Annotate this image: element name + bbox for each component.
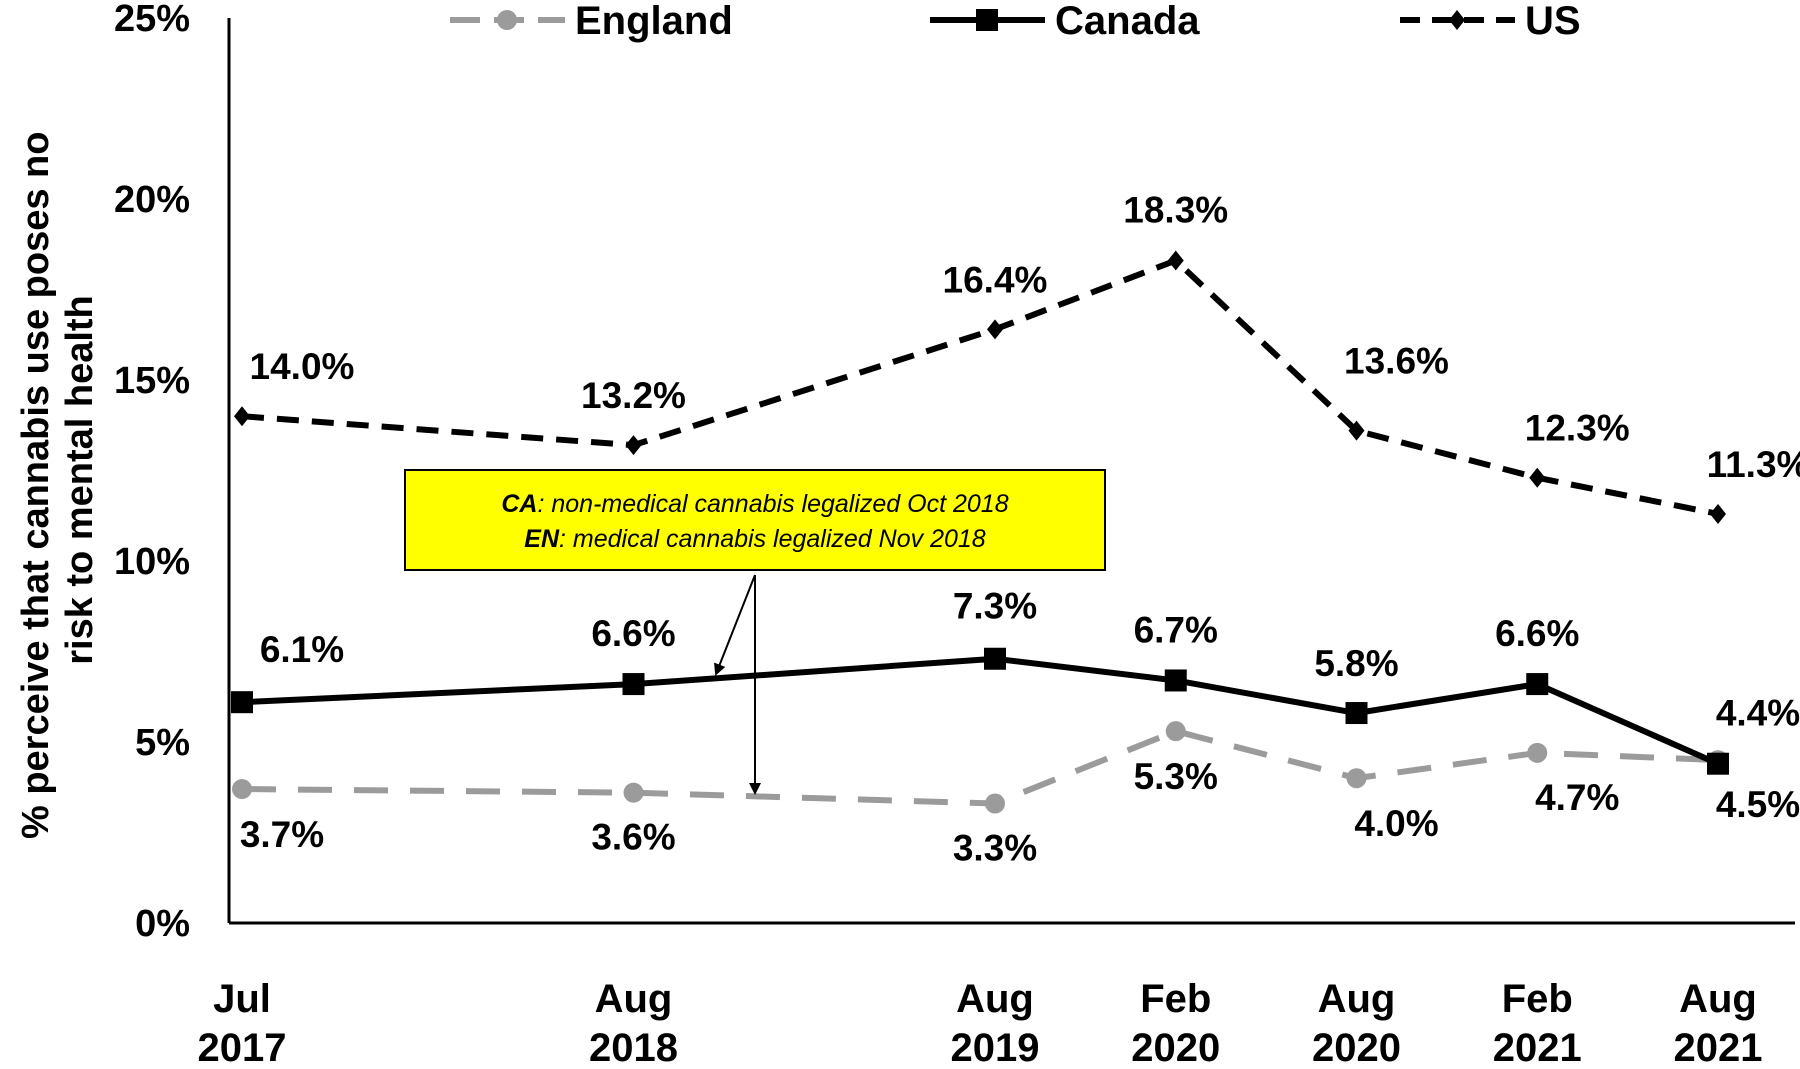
x-tick-month: Aug: [595, 977, 673, 1021]
canada-data-label: 6.6%: [1495, 613, 1579, 654]
y-axis-label-line-2: risk to mental health: [59, 295, 101, 665]
us-data-label: 16.4%: [943, 259, 1048, 300]
england-data-label: 4.0%: [1354, 803, 1438, 844]
england-point: [1346, 768, 1367, 789]
canada-point: [1345, 702, 1368, 725]
annotation-box: [404, 469, 1106, 571]
england-series-line: [241, 727, 1719, 807]
canada-data-label: 5.8%: [1314, 643, 1398, 684]
x-tick-year: 2021: [1674, 1026, 1763, 1069]
canada-data-label: 7.3%: [953, 586, 1037, 627]
legend-label: US: [1525, 0, 1581, 43]
x-tick-month: Jul: [213, 977, 271, 1021]
y-tick-label: 20%: [114, 179, 190, 221]
x-tick-label: Feb 2020: [1131, 977, 1220, 1069]
us-point: [234, 406, 250, 427]
annotation-line-1: CA: non-medical cannabis legalized Oct 2…: [501, 490, 1008, 518]
england-data-label: 3.6%: [591, 817, 675, 858]
canada-data-label: 6.7%: [1134, 609, 1218, 650]
us-point: [987, 319, 1004, 340]
y-axis-label: % perceive that cannabis use poses no ri…: [15, 121, 101, 839]
us-data-label: 18.3%: [1123, 190, 1228, 231]
y-tick-label: 5%: [135, 722, 190, 764]
axes: [227, 18, 1795, 925]
legend-label: Canada: [1055, 0, 1200, 43]
england-data-label: 3.3%: [953, 828, 1037, 869]
us-point: [625, 435, 642, 456]
annotation-line-2-bold: EN: [524, 525, 560, 553]
canada-data-label: 4.4%: [1716, 693, 1800, 734]
x-tick-label: Aug 2019: [951, 977, 1040, 1069]
x-tick-labels: Jul 2017 Aug 2018 Aug 2019 Feb 2020 Aug 2020 Feb 20…: [198, 977, 1763, 1069]
us-data-label: 12.3%: [1525, 408, 1630, 449]
canada-point: [1164, 669, 1187, 692]
england-data-label: 4.7%: [1535, 777, 1619, 818]
us-data-label: 13.6%: [1344, 341, 1449, 382]
legend-swatch-marker: [976, 9, 998, 31]
x-tick-year: 2020: [1312, 1026, 1401, 1069]
x-tick-month: Feb: [1502, 977, 1573, 1021]
y-axis-label-line-1: % perceive that cannabis use poses no: [15, 132, 57, 839]
legend-item-us: US: [1400, 0, 1581, 43]
annotation-callout: CA: non-medical cannabis legalized Oct 2…: [404, 469, 1106, 795]
us-point: [1529, 467, 1546, 488]
x-tick-month: Aug: [1318, 977, 1396, 1021]
x-tick-month: Feb: [1140, 977, 1211, 1021]
annotation-line-1-bold: CA: [501, 490, 537, 518]
england-point: [1527, 742, 1548, 763]
us-point: [1167, 250, 1184, 271]
x-tick-year: 2018: [589, 1026, 678, 1069]
x-tick-label: Aug 2018: [589, 977, 678, 1069]
england-data-label: 5.3%: [1134, 756, 1218, 797]
annotation-line-2-text: : medical cannabis legalized Nov 2018: [559, 525, 986, 553]
us-data-label: 13.2%: [581, 375, 686, 416]
x-tick-year: 2021: [1493, 1026, 1582, 1069]
x-tick-year: 2019: [951, 1026, 1040, 1069]
canada-point: [1526, 673, 1549, 696]
legend-swatch-marker: [1449, 10, 1465, 30]
canada-point: [1707, 752, 1729, 775]
x-tick-month: Aug: [1679, 977, 1757, 1021]
canada-series-line: [241, 655, 1720, 767]
england-data-label: 3.7%: [240, 814, 324, 855]
legend-item-canada: Canada: [930, 0, 1200, 43]
legend-swatch-marker: [497, 10, 517, 30]
annotation-line-2: EN: medical cannabis legalized Nov 2018: [524, 525, 985, 553]
x-tick-year: 2017: [198, 1026, 287, 1069]
us-data-label: 11.3%: [1707, 444, 1800, 485]
x-tick-label: Jul 2017: [198, 977, 287, 1069]
y-tick-labels: 0% 5% 10% 15% 20% 25%: [114, 0, 190, 945]
canada-point: [622, 673, 645, 696]
data-labels: 3.7% 3.6% 3.3% 5.3% 4.0% 4.7% 4.5% 6.1% 6.6% 7.3%…: [240, 190, 1800, 869]
y-tick-label: 10%: [114, 541, 190, 583]
x-tick-month: Aug: [956, 977, 1034, 1021]
legend-label: England: [575, 0, 733, 43]
canada-data-label: 6.6%: [591, 613, 675, 654]
y-tick-label: 25%: [114, 0, 190, 40]
canada-data-label: 6.1%: [260, 629, 344, 670]
england-point: [985, 793, 1006, 814]
legend: England Canada US: [450, 0, 1581, 43]
x-tick-label: Aug 2021: [1674, 977, 1763, 1069]
england-point: [1165, 721, 1186, 742]
legend-item-england: England: [450, 0, 733, 43]
england-point: [623, 782, 644, 803]
canada-point: [231, 691, 253, 714]
us-point: [1710, 503, 1726, 524]
x-tick-label: Aug 2020: [1312, 977, 1401, 1069]
us-data-label: 14.0%: [250, 346, 355, 387]
canada-point: [984, 647, 1007, 670]
x-tick-label: Feb 2021: [1493, 977, 1582, 1069]
england-point: [232, 779, 252, 800]
x-tick-year: 2020: [1131, 1026, 1220, 1069]
england-data-label: 4.5%: [1716, 784, 1800, 825]
annotation-line-1-text: : non-medical cannabis legalized Oct 201…: [537, 490, 1008, 518]
us-point: [1348, 420, 1365, 441]
y-tick-label: 0%: [135, 903, 190, 945]
series-markers: [231, 250, 1729, 814]
annotation-arrow-canada: [714, 574, 756, 676]
y-tick-label: 15%: [114, 360, 190, 402]
